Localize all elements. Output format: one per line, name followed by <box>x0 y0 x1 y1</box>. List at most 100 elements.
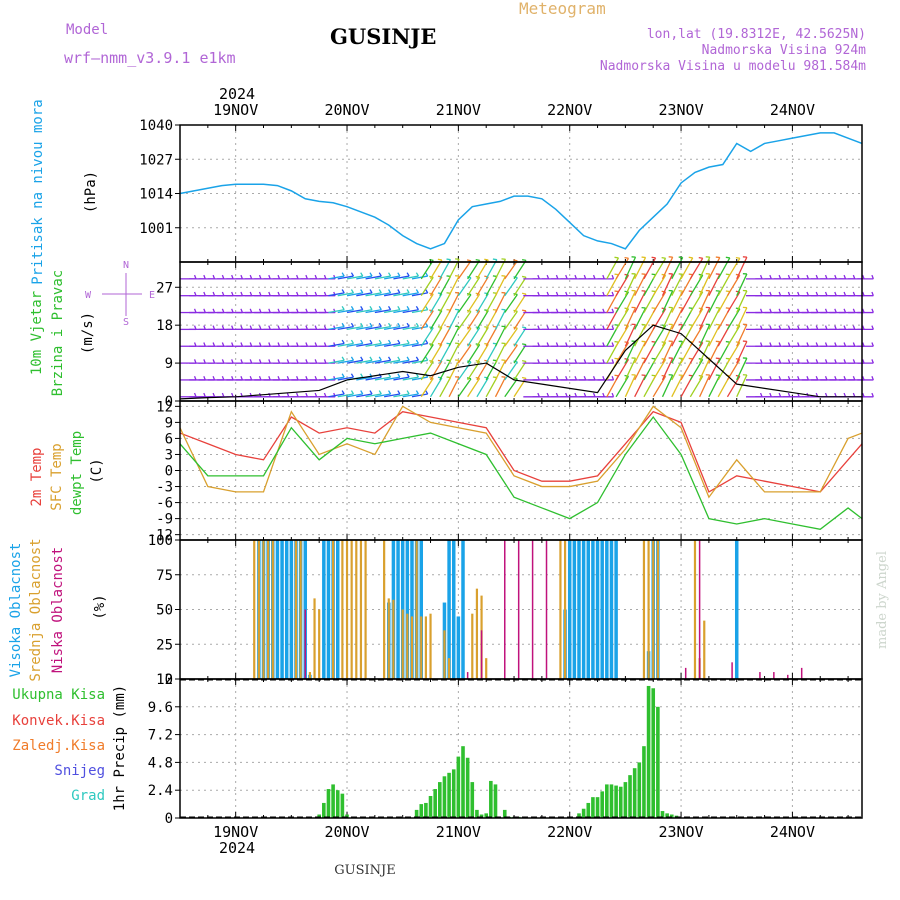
wind-barb <box>384 376 401 381</box>
wind-barb <box>615 308 630 330</box>
wind-barb <box>328 359 345 364</box>
wind-barb-feather <box>735 256 740 259</box>
wind-barb <box>346 292 363 297</box>
wind-barb-feather <box>725 256 730 259</box>
wind-barb-feather <box>611 291 615 296</box>
wind-barb <box>504 260 518 280</box>
wind-barb-feather <box>611 342 615 347</box>
cloud-mid-bar <box>387 598 390 679</box>
legend-snow: Snijeg <box>54 763 105 779</box>
wind-barb <box>699 290 711 313</box>
wind-barb <box>615 375 630 398</box>
wind-barb-feather <box>378 272 382 277</box>
wind-barb <box>448 275 460 296</box>
wind-barb <box>615 325 630 347</box>
wind-barb-feather <box>397 272 401 277</box>
wind-barb <box>384 275 401 280</box>
wind-barb <box>346 275 363 280</box>
x-day-label-top: 20NOV <box>324 101 369 119</box>
wind-barb <box>356 359 373 364</box>
wind-barb <box>494 326 507 347</box>
pressure-unit-label: (hPa) <box>83 171 99 213</box>
cloud-high-bar <box>284 540 289 679</box>
wind-barb <box>337 359 354 364</box>
wind-barb <box>634 358 647 381</box>
model-elevation-text: Nadmorska Visina u modelu 981.584m <box>600 59 866 74</box>
precip-bar <box>595 797 600 818</box>
wind-barb-feather <box>871 274 874 280</box>
precip-bar <box>475 809 479 818</box>
wind-barb <box>671 375 684 398</box>
wind-barb <box>365 376 382 381</box>
wind-barb-feather <box>350 339 355 344</box>
cloud-low-bar <box>480 630 483 679</box>
precip-bar <box>600 791 604 818</box>
temp-sfc-line <box>179 405 863 499</box>
wind-barb-feather <box>415 339 420 344</box>
cloud-high-bar <box>567 540 572 679</box>
cloud-mid-bar <box>656 540 659 679</box>
wind-barb <box>476 293 489 313</box>
wind-barb <box>448 343 460 364</box>
wind-barb <box>680 257 694 280</box>
wind-barb <box>337 292 354 297</box>
precip-bar <box>414 809 419 818</box>
cloud-mid-bar <box>443 630 446 679</box>
wind-barb-feather <box>614 273 619 276</box>
wind-barb-feather <box>698 256 703 259</box>
chart-title: GUSINJE <box>330 24 436 49</box>
y-tick-label: 12 <box>156 399 173 415</box>
wind-barb <box>420 310 434 330</box>
wind-barb-feather <box>341 289 345 294</box>
wind-barb <box>393 325 410 331</box>
y-tick-label: 1014 <box>139 187 173 203</box>
wind-barb <box>504 361 518 381</box>
wind-barb-feather <box>360 356 364 361</box>
cloud-low-bar <box>684 667 687 679</box>
cloud-high-bar <box>572 540 577 679</box>
wind-barb-feather <box>341 306 345 311</box>
wind-barb <box>365 342 382 347</box>
panel-frame <box>179 678 863 819</box>
wind-barb <box>467 344 481 364</box>
wind-barb-feather <box>350 373 355 378</box>
wind-barb <box>439 326 452 347</box>
cloud-low-bar <box>800 667 803 679</box>
precip-bar <box>447 772 451 818</box>
wind-barb <box>689 359 704 381</box>
wind-barb <box>384 325 401 331</box>
wind-barb <box>689 308 704 330</box>
wind-barb <box>652 359 667 381</box>
wind-barb <box>346 393 363 398</box>
wind-barb <box>420 276 434 297</box>
wind-barb <box>485 326 498 347</box>
y-tick-label: -6 <box>156 496 173 512</box>
precip-bar <box>614 785 618 818</box>
precip-bar <box>642 746 646 818</box>
wind-barb <box>634 324 647 347</box>
wind-barb-feather <box>871 325 874 330</box>
wind-barb <box>439 259 452 280</box>
wind-barb <box>393 309 410 314</box>
wind-barb <box>402 325 419 331</box>
x-day-label-bottom: 21NOV <box>436 823 481 841</box>
wind-barb <box>699 307 711 330</box>
wind-barb <box>439 292 452 313</box>
cloud-mid-bar <box>424 616 427 679</box>
wind-barb-feather <box>360 289 364 294</box>
wind-barb <box>439 377 452 398</box>
cloud-mid-bar <box>271 540 274 679</box>
wind-barb-feather <box>446 258 451 261</box>
cloud-mid-bar <box>401 609 404 679</box>
footer-title: GUSINJE <box>334 863 395 878</box>
wind-barb <box>337 325 354 331</box>
wind-barb <box>476 327 489 347</box>
wind-barb <box>439 360 452 381</box>
wind-barb <box>374 292 391 297</box>
cloud-high-bar <box>581 540 586 679</box>
wind-barb <box>661 256 674 280</box>
wind-barb <box>420 377 434 398</box>
cloud-mid-bar <box>294 540 298 679</box>
wind-barb-feather <box>614 340 619 343</box>
